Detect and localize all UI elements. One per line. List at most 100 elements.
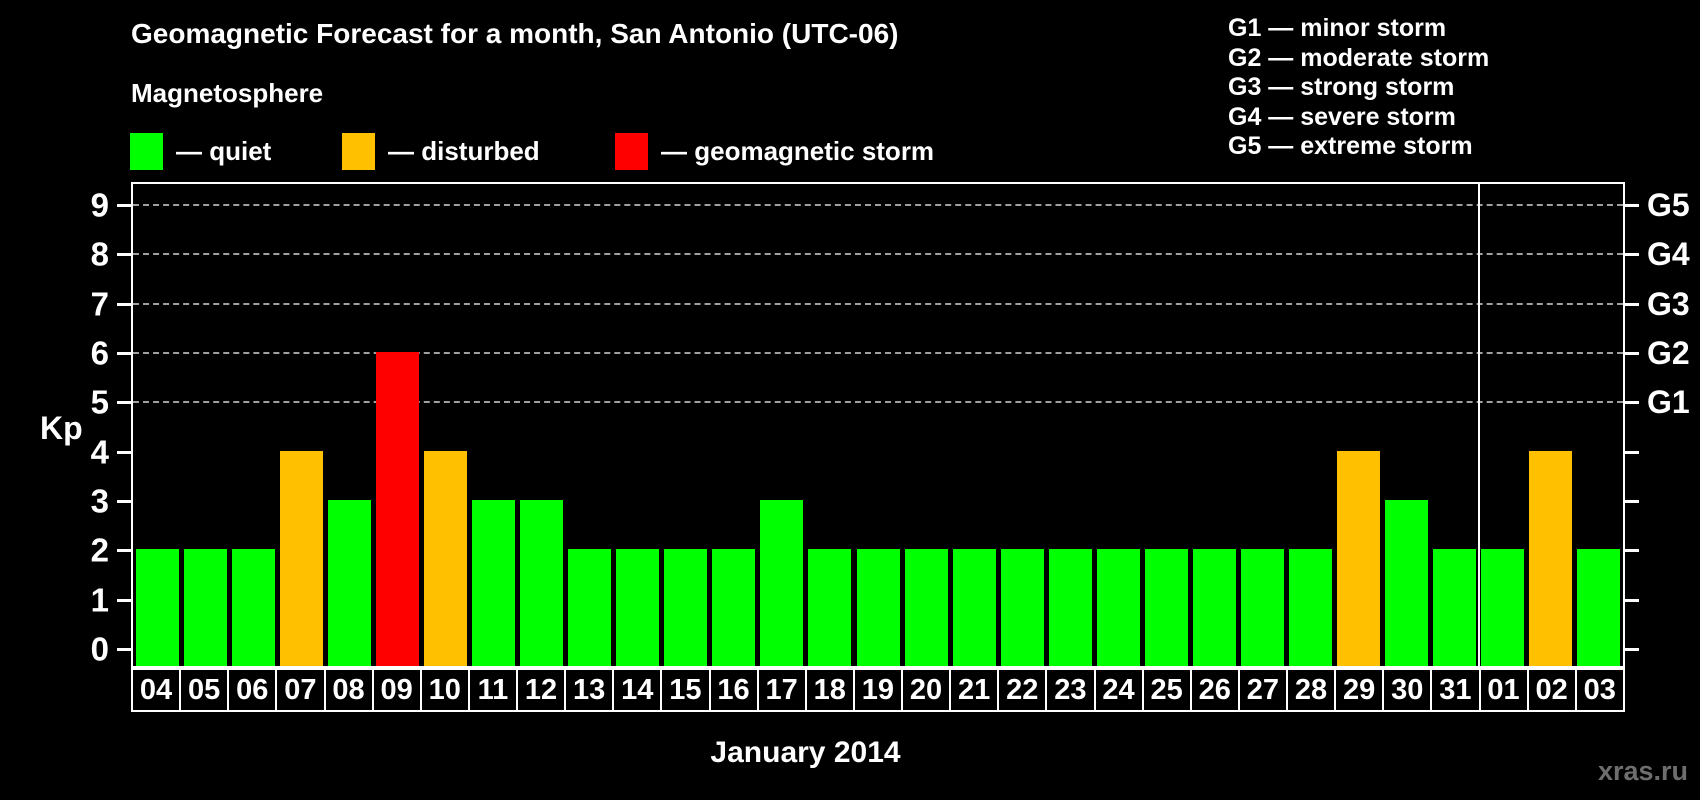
storm-color-swatch <box>615 132 648 170</box>
y-tick-label-5: 5 <box>90 383 109 421</box>
g-scale-label-g3: G3 <box>1647 285 1690 322</box>
y-tick-label-6: 6 <box>90 334 109 372</box>
y-tick-left-2 <box>117 549 131 553</box>
y-tick-left-6 <box>117 352 131 356</box>
y-tick-left-9 <box>117 204 131 208</box>
kp-bar-day-16 <box>712 549 756 666</box>
day-label-24: 24 <box>1095 670 1142 710</box>
y-tick-right-9 <box>1625 204 1639 208</box>
day-label-05: 05 <box>181 670 228 710</box>
storm-scale-line-1: G1 — minor storm <box>1228 14 1447 42</box>
gridline-kp8 <box>133 253 1623 256</box>
y-tick-label-8: 8 <box>90 235 109 273</box>
kp-bar-day-30 <box>1385 500 1429 666</box>
storm-scale-line-4: G4 — severe storm <box>1228 102 1456 131</box>
y-tick-label-1: 1 <box>90 581 109 619</box>
y-tick-label-2: 2 <box>90 531 109 569</box>
day-label-29: 29 <box>1336 670 1383 710</box>
chart-area: 0 1 2 3 4 5 6 7 8 9 G1 G2 G3 G4 G5 <box>91 182 1690 668</box>
y-tick-right-3 <box>1625 500 1639 503</box>
day-label-19: 19 <box>854 670 901 710</box>
kp-bar-day-04 <box>135 549 179 666</box>
day-label-28: 28 <box>1288 670 1335 710</box>
y-tick-left-1 <box>117 598 131 602</box>
disturbed-color-swatch <box>342 132 375 170</box>
gridline-kp9 <box>133 204 1623 207</box>
kp-bar-day-07 <box>279 450 323 666</box>
kp-bar-day-13 <box>568 549 612 666</box>
kp-bar-day-22 <box>1000 549 1044 666</box>
day-label-13: 13 <box>566 670 613 710</box>
day-label-31: 31 <box>1432 670 1479 710</box>
gridline-kp7 <box>133 302 1623 305</box>
kp-bar-day-08 <box>327 500 371 666</box>
gridline-kp5 <box>133 401 1623 404</box>
y-tick-label-4: 4 <box>90 433 109 471</box>
watermark: xras.ru <box>1597 756 1688 786</box>
y-tick-label-9: 9 <box>90 186 109 224</box>
kp-bar-day-31 <box>1433 549 1477 666</box>
day-label-14: 14 <box>614 670 661 710</box>
page-title: Geomagnetic Forecast for a month, San An… <box>131 18 899 49</box>
g-scale-label-g2: G2 <box>1647 335 1690 372</box>
y-tick-right-5 <box>1625 401 1639 405</box>
kp-bar-day-10 <box>423 450 467 666</box>
day-label-21: 21 <box>951 670 998 710</box>
g-scale-label-g4: G4 <box>1647 236 1690 273</box>
legend-label-storm: — geomagnetic storm <box>661 135 935 166</box>
kp-bar-day-05 <box>183 549 227 666</box>
y-tick-right-0 <box>1625 648 1639 651</box>
day-label-26: 26 <box>1191 670 1238 710</box>
day-label-11: 11 <box>469 670 516 710</box>
kp-bar-day-11 <box>471 500 515 666</box>
plot-area <box>131 182 1625 668</box>
storm-scale-legend: G1 — minor storm G2 — moderate storm G3 — … <box>1228 14 1489 162</box>
day-label-30: 30 <box>1384 670 1431 710</box>
y-tick-left-0 <box>117 648 131 651</box>
kp-bar-day-19 <box>856 549 900 666</box>
day-label-23: 23 <box>1047 670 1094 710</box>
day-label-17: 17 <box>758 670 805 710</box>
kp-bar-day-25 <box>1144 549 1188 666</box>
kp-bar-day-03 <box>1577 549 1621 666</box>
day-label-09: 09 <box>373 670 420 710</box>
legend-item-disturbed: — disturbed <box>342 132 540 170</box>
kp-bar-day-20 <box>904 549 948 666</box>
storm-scale-line-5: G5 — extreme storm <box>1228 132 1473 160</box>
y-tick-label-0: 0 <box>90 630 109 668</box>
day-label-08: 08 <box>325 670 372 710</box>
kp-bar-day-28 <box>1289 549 1333 666</box>
day-label-25: 25 <box>1143 670 1190 710</box>
y-tick-label-7: 7 <box>90 285 109 323</box>
kp-bar-day-12 <box>520 500 564 666</box>
kp-bar-day-21 <box>952 549 996 666</box>
storm-scale-line-3: G3 — strong storm <box>1228 73 1455 101</box>
legend-item-storm: — geomagnetic storm <box>615 132 934 170</box>
y-tick-left-5 <box>117 401 131 405</box>
kp-bar-day-14 <box>616 549 660 666</box>
day-label-18: 18 <box>806 670 853 710</box>
day-label-20: 20 <box>903 670 950 710</box>
kp-bar-day-17 <box>760 500 804 666</box>
y-tick-left-3 <box>117 500 131 503</box>
y-tick-right-8 <box>1625 253 1639 257</box>
storm-scale-line-2: G2 — moderate storm <box>1228 43 1490 72</box>
day-label-10: 10 <box>421 670 468 710</box>
day-label-07: 07 <box>277 670 324 710</box>
day-label-04: 04 <box>133 670 180 710</box>
day-label-03: 03 <box>1576 670 1623 710</box>
y-tick-right-7 <box>1625 302 1639 306</box>
day-label-15: 15 <box>662 670 709 710</box>
month-divider-line <box>1477 184 1480 666</box>
legend-item-quiet: — quiet <box>130 132 271 170</box>
x-axis-day-labels: 04 05 06 07 08 09 10 11 12 13 14 15 16 17 18 19 20 21 22 23… <box>131 668 1625 712</box>
legend-label-quiet: — quiet <box>176 135 272 166</box>
y-tick-right-2 <box>1625 549 1639 553</box>
y-tick-label-3: 3 <box>90 482 109 520</box>
day-label-22: 22 <box>999 670 1046 710</box>
kp-bar-day-02 <box>1529 450 1573 666</box>
kp-bar-day-24 <box>1096 549 1140 666</box>
kp-bar-day-23 <box>1048 549 1092 666</box>
quiet-color-swatch <box>130 132 163 170</box>
